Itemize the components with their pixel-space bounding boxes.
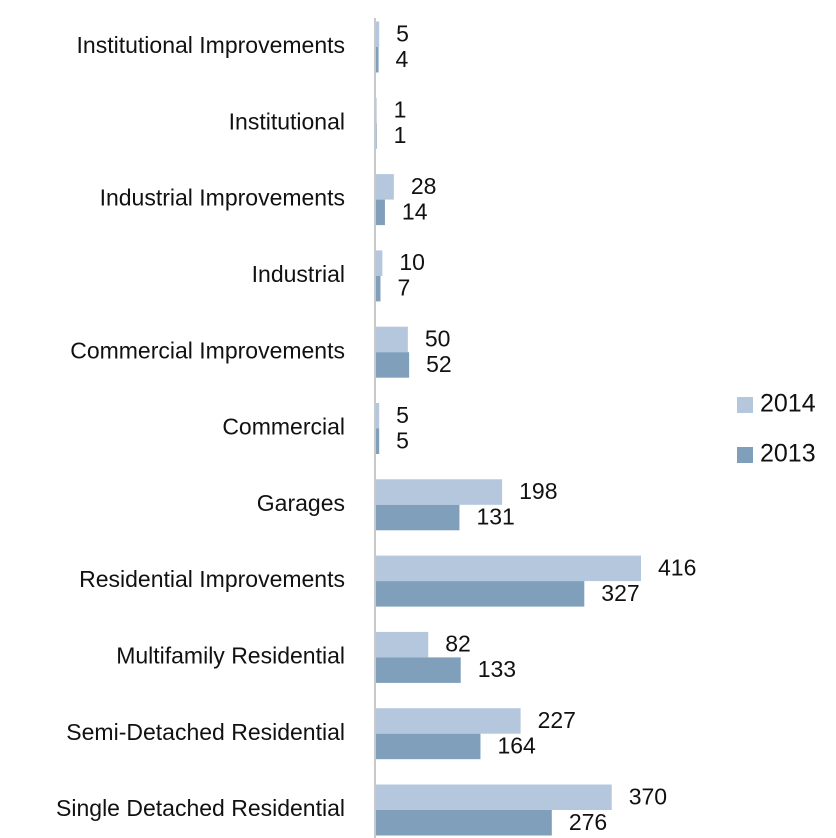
bar — [376, 657, 461, 683]
value-label: 1 — [394, 122, 407, 148]
value-label: 198 — [519, 478, 557, 504]
legend-swatch — [737, 447, 753, 463]
value-label: 131 — [476, 504, 514, 530]
value-label: 82 — [445, 631, 471, 657]
category-label: Institutional Improvements — [77, 32, 345, 58]
value-label: 50 — [425, 326, 451, 352]
bar — [376, 199, 385, 226]
value-label: 7 — [397, 275, 410, 301]
bar — [376, 479, 503, 505]
value-label: 1 — [394, 97, 407, 123]
legend-swatch — [737, 397, 753, 413]
value-label: 52 — [426, 351, 452, 377]
category-label: Industrial — [252, 261, 345, 287]
bar — [376, 352, 410, 378]
bar — [376, 555, 641, 582]
bar — [376, 97, 377, 124]
value-label: 28 — [411, 173, 437, 199]
value-label: 327 — [601, 580, 639, 606]
value-label: 416 — [658, 554, 696, 580]
bar — [376, 326, 408, 353]
category-label: Industrial Improvements — [100, 185, 345, 211]
bar — [376, 275, 381, 302]
value-label: 5 — [396, 427, 409, 453]
bar — [376, 403, 380, 429]
bar — [376, 581, 585, 607]
value-label: 276 — [569, 809, 607, 835]
category-label: Multifamily Residential — [116, 642, 345, 668]
bar — [376, 631, 429, 658]
value-label: 164 — [497, 733, 536, 759]
value-label: 10 — [399, 249, 425, 275]
legend-label: 2014 — [760, 390, 816, 418]
value-label: 14 — [402, 198, 428, 224]
bar — [376, 708, 521, 734]
value-label: 5 — [396, 402, 409, 428]
category-label: Commercial Improvements — [70, 337, 345, 363]
bar — [376, 21, 380, 47]
bar — [376, 733, 481, 760]
category-label: Garages — [257, 490, 345, 516]
value-label: 133 — [478, 656, 516, 682]
bar — [376, 428, 380, 454]
value-label: 370 — [629, 783, 667, 809]
category-label: Commercial — [222, 414, 345, 440]
bar — [376, 174, 394, 200]
value-label: 5 — [396, 20, 409, 46]
value-label: 227 — [538, 707, 576, 733]
bar — [376, 123, 377, 149]
bar — [376, 47, 379, 73]
category-label: Institutional — [229, 108, 345, 134]
bar — [376, 504, 460, 531]
bar — [376, 810, 552, 836]
category-label: Single Detached Residential — [56, 795, 345, 821]
bar — [376, 250, 383, 276]
value-label: 4 — [396, 46, 409, 72]
category-label: Semi-Detached Residential — [66, 719, 345, 745]
bar — [376, 784, 612, 810]
category-label: Residential Improvements — [79, 566, 345, 592]
legend-label: 2013 — [760, 440, 816, 468]
